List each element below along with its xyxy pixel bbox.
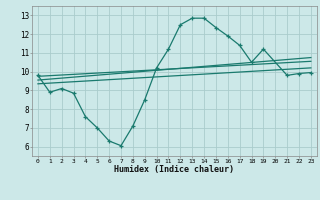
- X-axis label: Humidex (Indice chaleur): Humidex (Indice chaleur): [115, 165, 234, 174]
